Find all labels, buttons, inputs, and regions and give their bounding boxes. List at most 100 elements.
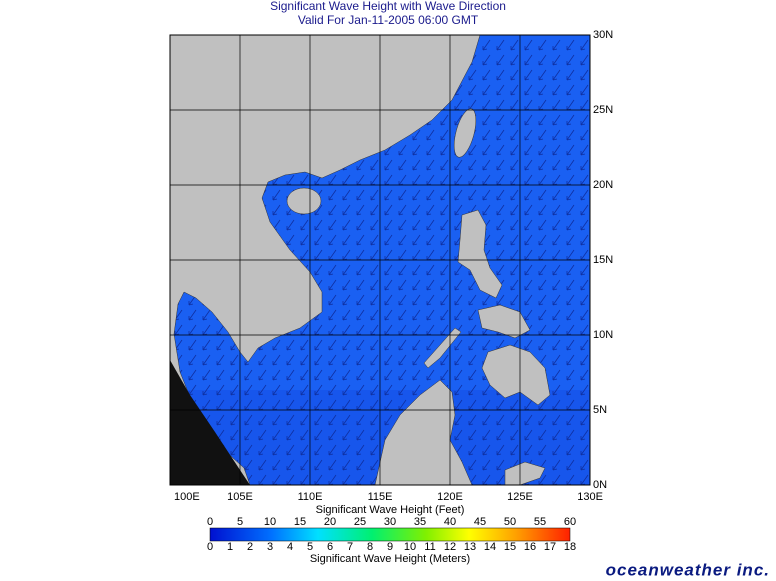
logo: oceanweather inc. [606, 560, 770, 579]
wave-arrow [510, 279, 519, 291]
wave-arrow [342, 189, 351, 201]
wave-arrow [468, 69, 477, 81]
wave-arrow [384, 189, 393, 201]
wave-arrow [482, 84, 491, 96]
wave-arrow [230, 429, 239, 441]
wave-arrow [510, 129, 519, 141]
wave-arrow [524, 429, 533, 441]
wave-arrow [230, 354, 239, 366]
wave-arrow [398, 189, 407, 201]
wave-arrow [314, 204, 323, 216]
wave-arrow [202, 339, 211, 351]
wave-arrow [454, 189, 463, 201]
wave-arrow [356, 444, 365, 456]
wave-arrow [580, 354, 589, 366]
wave-arrow [552, 84, 561, 96]
wave-arrow [328, 279, 337, 291]
feet-tick-label: 5 [237, 516, 243, 528]
wave-arrow [510, 234, 519, 246]
wave-arrow [482, 204, 491, 216]
wave-arrow [552, 429, 561, 441]
wave-arrow [566, 354, 575, 366]
wave-arrow [440, 354, 449, 366]
wave-arrow [510, 144, 519, 156]
wave-arrow [286, 444, 295, 456]
wave-arrow [566, 309, 575, 321]
wave-arrow [356, 159, 365, 171]
wave-arrow [272, 444, 281, 456]
meters-tick-label: 11 [424, 541, 435, 553]
wave-arrow [566, 429, 575, 441]
feet-tick-label: 10 [264, 516, 276, 528]
wave-arrow [426, 369, 435, 381]
wave-arrow [552, 144, 561, 156]
wave-arrow [328, 264, 337, 276]
lat-label: 25N [593, 104, 613, 116]
wave-arrow [566, 39, 575, 51]
wave-arrow [468, 414, 477, 426]
wave-arrow [482, 54, 491, 66]
wave-arrow [496, 54, 505, 66]
wave-arrow [272, 429, 281, 441]
wave-arrow [496, 189, 505, 201]
colorbar-meters-title: Significant Wave Height (Meters) [310, 553, 470, 565]
wave-arrow [342, 354, 351, 366]
wave-arrow [356, 459, 365, 471]
wave-arrow [244, 429, 253, 441]
wave-arrow [524, 414, 533, 426]
wave-arrow [482, 129, 491, 141]
wave-arrow [328, 309, 337, 321]
wave-arrow [202, 354, 211, 366]
wave-arrow [468, 369, 477, 381]
wave-arrow [384, 264, 393, 276]
feet-tick-label: 55 [534, 516, 546, 528]
wave-arrow [300, 339, 309, 351]
lon-label: 130E [577, 491, 603, 503]
wave-arrow [398, 144, 407, 156]
wave-arrow [552, 114, 561, 126]
wave-arrow [398, 264, 407, 276]
wave-arrow [342, 294, 351, 306]
meters-tick-label: 0 [207, 541, 213, 553]
wave-arrow [412, 384, 421, 396]
wave-arrow [454, 339, 463, 351]
wave-arrow [342, 444, 351, 456]
wave-arrow [356, 264, 365, 276]
wave-arrow [468, 84, 477, 96]
wave-arrow [440, 129, 449, 141]
wave-arrow [524, 129, 533, 141]
wave-arrow [510, 264, 519, 276]
wave-arrow [580, 144, 589, 156]
wave-arrow [510, 39, 519, 51]
wave-arrow [314, 414, 323, 426]
meters-tick-label: 18 [564, 541, 576, 553]
wave-arrow [384, 339, 393, 351]
wave-arrow [440, 159, 449, 171]
wave-arrow [426, 204, 435, 216]
wave-arrow [524, 204, 533, 216]
wave-arrow [384, 234, 393, 246]
lon-label: 125E [507, 491, 533, 503]
wave-arrow [468, 339, 477, 351]
wave-arrow [524, 69, 533, 81]
meters-tick-label: 3 [267, 541, 273, 553]
wave-arrow [524, 159, 533, 171]
wave-arrow [538, 444, 547, 456]
wave-arrow [510, 114, 519, 126]
wave-arrow [538, 204, 547, 216]
colorbar [209, 527, 571, 542]
wave-arrow [496, 459, 505, 471]
wave-arrow [286, 219, 295, 231]
wave-arrow [384, 159, 393, 171]
wave-arrow [286, 384, 295, 396]
wave-arrow [370, 204, 379, 216]
wave-arrow [552, 234, 561, 246]
wave-arrow [580, 444, 589, 456]
wave-arrow [300, 459, 309, 471]
lat-label: 15N [593, 254, 613, 266]
lon-label: 115E [368, 491, 393, 503]
wave-arrow [188, 339, 197, 351]
wave-arrow [300, 429, 309, 441]
wave-arrow [566, 159, 575, 171]
wave-arrow [566, 54, 575, 66]
